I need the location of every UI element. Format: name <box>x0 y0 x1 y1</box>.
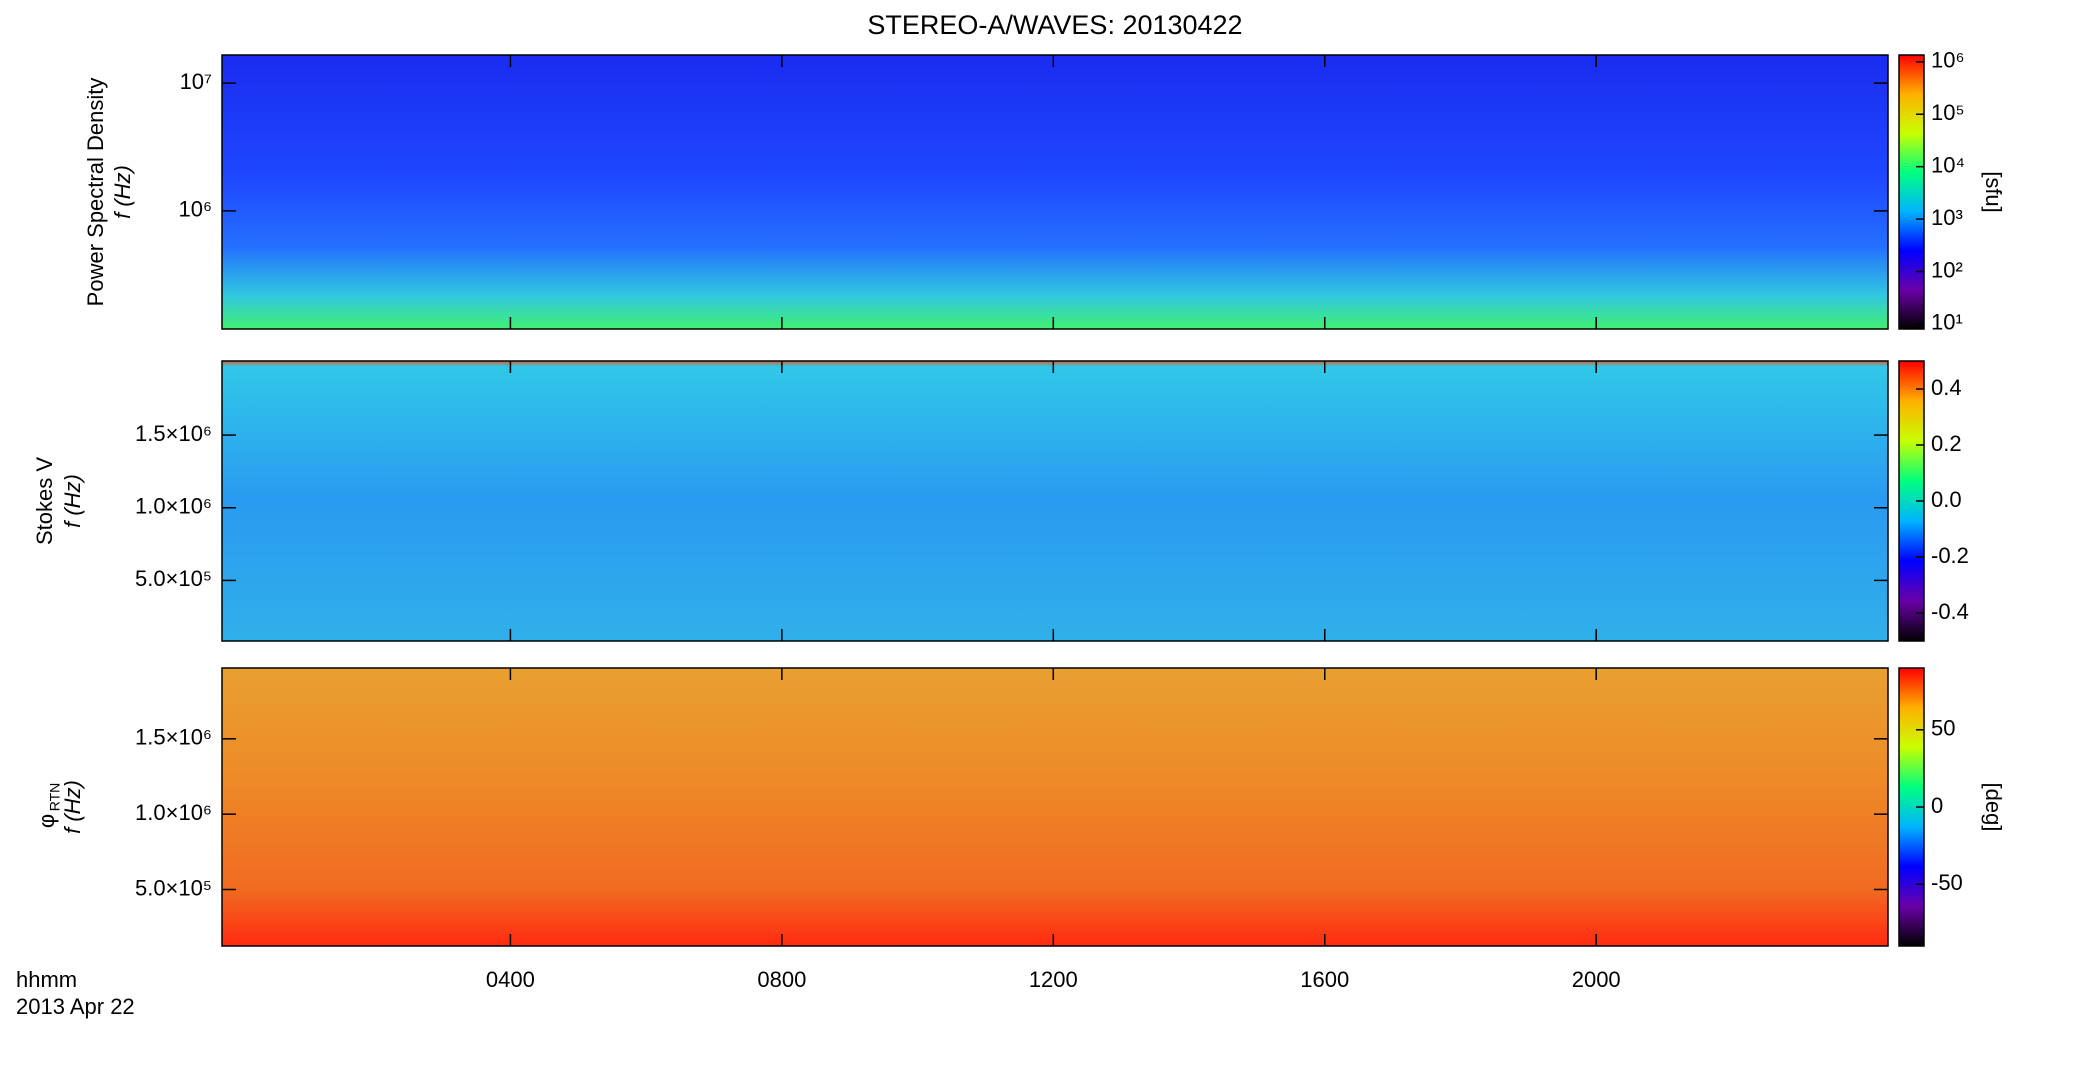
date-label: 2013 Apr 22 <box>16 994 135 1019</box>
y-tick-label: 5.0×10⁵ <box>135 875 212 900</box>
spectrogram <box>222 55 1888 329</box>
y-tick-label: 1.0×10⁶ <box>135 494 212 519</box>
x-tick-label: 1600 <box>1300 967 1349 992</box>
colorbar-tick-label: 10⁵ <box>1931 100 1965 125</box>
colorbar-tick-label: 10¹ <box>1931 310 1963 335</box>
plot-frame <box>221 667 1889 947</box>
colorbar-tick-label: 10³ <box>1931 205 1963 230</box>
spectrogram <box>222 668 1888 946</box>
colorbar-tick-label: 10⁶ <box>1931 48 1965 73</box>
x-tick-label: 0400 <box>486 967 535 992</box>
y-tick-label: 5.0×10⁵ <box>135 566 212 591</box>
y-tick-label: 1.0×10⁶ <box>135 800 212 825</box>
colorbar-tick-label: 10⁴ <box>1931 152 1965 177</box>
colorbar-tick-label: 0 <box>1931 793 1943 818</box>
y-axis-label: f (Hz) <box>60 780 85 834</box>
y-tick-label: 10⁶ <box>178 197 212 222</box>
y-axis-label: f (Hz) <box>110 165 135 219</box>
colorbar <box>1898 54 1925 330</box>
y-axis-label: Power Spectral Density <box>83 78 108 307</box>
colorbar-tick-label: 0.4 <box>1931 375 1962 400</box>
colorbar-tick-label: -50 <box>1931 870 1963 895</box>
plot-frame <box>221 54 1889 330</box>
x-axis-label: hhmm <box>16 967 77 992</box>
colorbar-label: [sfu] <box>1981 171 2006 213</box>
spectrogram <box>222 361 1888 641</box>
x-tick-label: 1200 <box>1029 967 1078 992</box>
colorbar-tick-label: 10² <box>1931 257 1963 282</box>
colorbar-tick-label: 50 <box>1931 716 1955 741</box>
x-tick-label: 2000 <box>1572 967 1621 992</box>
y-axis-label: Stokes V <box>32 457 57 545</box>
colorbar-tick-label: 0.0 <box>1931 487 1962 512</box>
y-tick-label: 1.5×10⁶ <box>135 725 212 750</box>
colorbar-tick-label: -0.2 <box>1931 543 1969 568</box>
colorbar-label: [deg] <box>1981 783 2006 832</box>
y-tick-label: 10⁷ <box>180 69 212 94</box>
y-tick-label: 1.5×10⁶ <box>135 421 212 446</box>
y-axis-label: φ <box>34 814 59 828</box>
colorbar-tick-label: 0.2 <box>1931 431 1962 456</box>
y-axis-label-subscript: RTN <box>47 783 63 812</box>
y-axis-label: f (Hz) <box>60 474 85 528</box>
chart-title: STEREO-A/WAVES: 20130422 <box>867 10 1242 40</box>
colorbar-tick-label: -0.4 <box>1931 599 1969 624</box>
plot-frame <box>221 360 1889 642</box>
x-tick-label: 0800 <box>757 967 806 992</box>
